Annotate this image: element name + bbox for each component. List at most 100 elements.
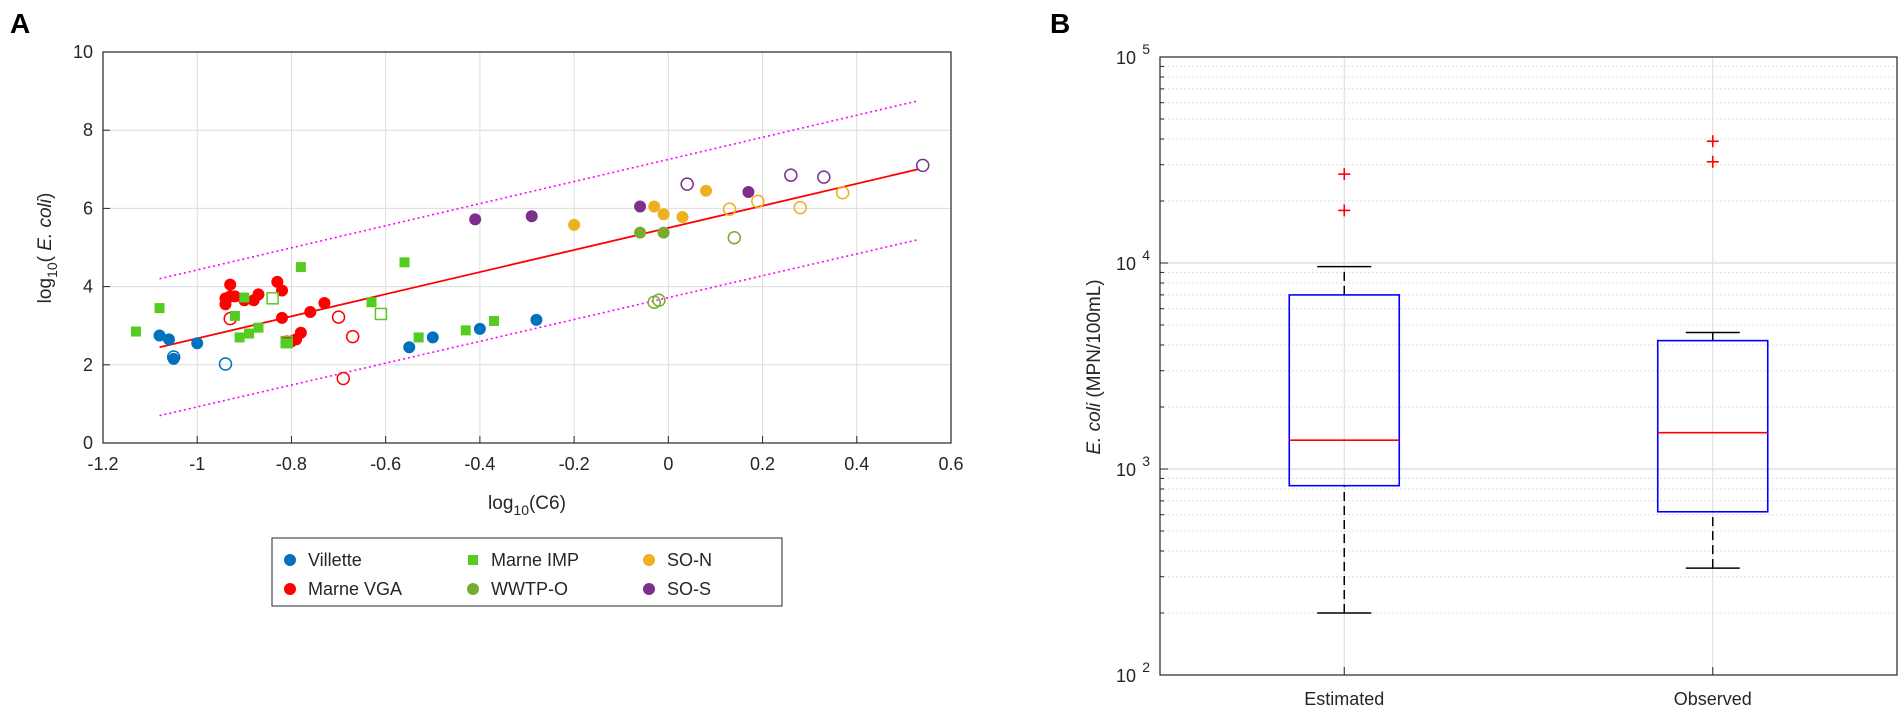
- y-axis-label-prefix: log: [35, 278, 56, 303]
- point-villette: [166, 350, 181, 364]
- point-so-s: [784, 168, 798, 182]
- point-so-n: [657, 208, 670, 221]
- point-marne-vga: [336, 371, 351, 386]
- point-so-n: [722, 202, 737, 216]
- point-marne-imp: [460, 325, 471, 336]
- point-villette: [426, 331, 439, 344]
- legend-label: Marne IMP: [491, 550, 579, 570]
- legend: Villette Marne VGA Marne IMP WWTP-O SO-N SO-S: [271, 537, 783, 607]
- axis-ticks: -1.2 -1 -0.8 -0.6 -0.4 -0.2 0 0.2 0.4 0.6 0 2 4 6 8 10: [73, 42, 964, 474]
- y-tick-base: 10: [1116, 48, 1136, 68]
- axis-ticks: 10 2 10 3 10 4 10 5 Estimated Observed: [1116, 41, 1752, 709]
- point-so-s: [643, 583, 655, 595]
- point-so-s: [915, 158, 930, 173]
- y-tick-label: 4: [83, 277, 93, 297]
- point-so-n: [643, 554, 655, 566]
- point-marne-imp: [366, 297, 377, 308]
- point-so-n: [793, 200, 807, 215]
- box-plots: [1288, 135, 1769, 614]
- x-axis-label-suffix: (C6): [529, 493, 566, 514]
- point-villette: [162, 333, 175, 346]
- legend-label: WWTP-O: [491, 579, 568, 599]
- y-axis-label: E. coli (MPN/100mL): [1084, 279, 1105, 454]
- x-axis-label-prefix: log: [488, 493, 513, 514]
- y-tick-label: 0: [83, 433, 93, 453]
- point-marne-vga: [331, 310, 346, 324]
- panel-b-label: B: [1050, 8, 1071, 39]
- point-marne-vga: [304, 306, 317, 319]
- y-axis-label-subscript: 10: [44, 262, 60, 278]
- y-tick-base: 10: [1116, 460, 1136, 480]
- point-marne-imp: [266, 292, 279, 305]
- point-villette: [473, 322, 486, 335]
- y-axis-label-italic: E. coli: [1084, 402, 1105, 455]
- panel-a-label: A: [10, 8, 31, 39]
- point-wwtp-o: [652, 293, 666, 308]
- point-so-s: [525, 210, 538, 223]
- y-axis-label-italic: E. coli: [35, 198, 56, 251]
- y-tick-exponent: 2: [1142, 659, 1150, 675]
- point-marne-vga: [318, 297, 331, 310]
- point-marne-vga: [284, 583, 296, 595]
- point-marne-imp: [244, 328, 255, 339]
- point-so-n: [835, 186, 850, 200]
- point-wwtp-o: [657, 226, 670, 239]
- legend-label: Villette: [308, 550, 362, 570]
- point-marne-imp: [489, 316, 500, 327]
- point-villette: [530, 313, 543, 326]
- legend-box: [271, 537, 783, 607]
- point-wwtp-o: [634, 226, 647, 239]
- x-tick-label: -0.6: [370, 454, 401, 474]
- point-so-n: [648, 200, 661, 213]
- point-marne-imp: [280, 335, 293, 349]
- point-marne-imp: [468, 555, 478, 565]
- outlier-marker: [1338, 204, 1351, 217]
- x-tick-label: -0.4: [464, 454, 495, 474]
- point-so-n: [700, 184, 713, 197]
- outlier-marker: [1338, 168, 1351, 181]
- y-tick-exponent: 4: [1142, 247, 1150, 263]
- point-marne-imp: [130, 326, 141, 337]
- point-villette: [191, 337, 204, 350]
- point-so-s: [817, 170, 831, 184]
- outlier-marker: [1706, 135, 1719, 148]
- plot-frame: [102, 51, 952, 444]
- x-tick-label: 0: [663, 454, 673, 474]
- point-wwtp-o: [467, 583, 479, 595]
- point-so-s: [469, 213, 482, 226]
- point-marne-vga: [276, 311, 289, 324]
- point-marne-vga: [252, 288, 265, 301]
- outlier-marker: [1706, 155, 1719, 168]
- point-marne-vga: [276, 284, 289, 297]
- y-tick-label: 10: [1116, 460, 1136, 480]
- x-tick-label: 0.2: [750, 454, 775, 474]
- y-tick-label: 10: [1116, 48, 1136, 68]
- y-axis-label: log10( E. coli): [35, 193, 60, 304]
- x-tick-label: -0.8: [276, 454, 307, 474]
- y-axis-label-rest: (MPN/100mL): [1084, 279, 1105, 403]
- y-tick-base: 10: [1116, 254, 1136, 274]
- y-tick-label: 10: [73, 42, 93, 62]
- point-marne-imp: [399, 257, 410, 268]
- x-axis-label-subscript: 10: [513, 502, 529, 518]
- x-tick-label: 0.6: [938, 454, 963, 474]
- y-tick-label: 8: [83, 120, 93, 140]
- box-iqr: [1656, 339, 1769, 513]
- point-so-s: [680, 177, 694, 191]
- y-tick-label: 2: [83, 355, 93, 375]
- point-marne-vga: [224, 278, 237, 291]
- point-wwtp-o: [727, 230, 742, 245]
- x-tick-label: -0.2: [559, 454, 590, 474]
- x-axis-label: log10(C6): [488, 493, 566, 518]
- point-marne-imp: [253, 322, 264, 333]
- plot-frame: [1159, 56, 1898, 676]
- point-marne-imp: [295, 262, 306, 273]
- point-marne-imp: [154, 303, 165, 314]
- point-so-n: [751, 194, 765, 209]
- point-so-s: [742, 185, 755, 198]
- point-marne-imp: [229, 310, 240, 321]
- box-iqr: [1288, 294, 1401, 487]
- point-villette: [403, 341, 416, 354]
- point-marne-imp: [413, 332, 424, 343]
